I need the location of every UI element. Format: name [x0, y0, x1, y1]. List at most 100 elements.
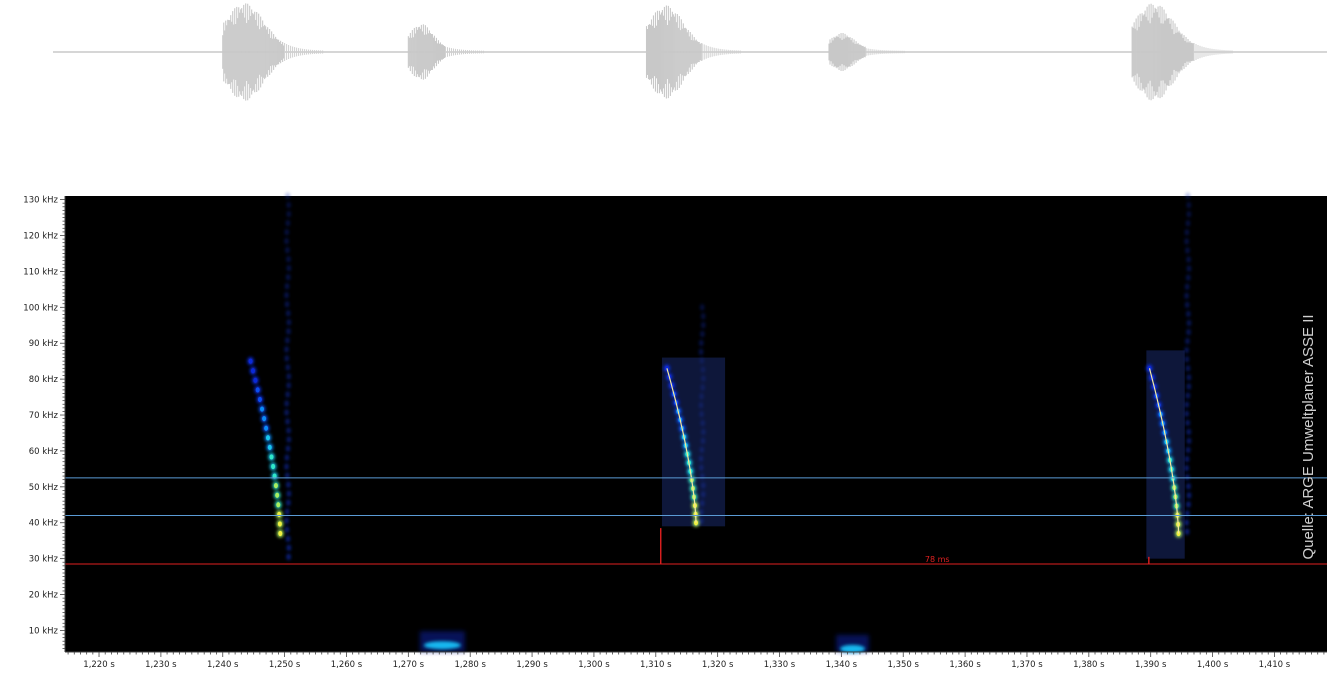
y-tick-label: 110 kHz — [23, 267, 58, 277]
echo-streak-2-dot — [699, 304, 705, 311]
echo-streak-3-dot — [1184, 238, 1189, 245]
echo-streak-3-dot — [1186, 492, 1192, 499]
echo-streak-1-dot — [284, 283, 290, 290]
echo-streak-1-dot — [284, 355, 290, 362]
echo-streak-1-dot — [284, 517, 289, 524]
echo-streak-1-dot — [286, 310, 291, 317]
call-1-pulse-core — [248, 358, 253, 364]
call-3-trace — [1148, 368, 1180, 534]
echo-streak-3-dot — [1186, 274, 1191, 281]
x-tick-label: 1,370 s — [1011, 660, 1043, 670]
x-tick-label: 1,320 s — [702, 660, 734, 670]
x-tick-label: 1,270 s — [393, 660, 425, 670]
waveform-panel — [53, 3, 1327, 101]
echo-streak-3-dot — [1185, 419, 1190, 426]
echo-streak-3-dot — [1186, 374, 1192, 381]
echo-streak-2-dot — [699, 339, 704, 347]
x-tick-label: 1,350 s — [888, 660, 920, 670]
echo-streak-3-dot — [1186, 328, 1191, 336]
call-1-pulse-core — [275, 492, 280, 498]
echo-streak-1-dot — [284, 237, 289, 245]
echo-streak-1-dot — [286, 201, 291, 209]
source-credit: Quelle: ARGE Umweltplaner ASSE II — [1300, 314, 1317, 559]
echo-streak-1-dot — [286, 264, 292, 272]
x-axis: 1,220 s 1,230 s 1,240 s 1,250 s 1,260 s 1,270… — [65, 651, 1327, 670]
echo-streak-3-dot — [1185, 192, 1191, 200]
x-tick-label: 1,260 s — [331, 660, 363, 670]
waveform-bursts — [222, 3, 1233, 101]
noise-blob-1-core — [423, 641, 461, 650]
call-1-pulse-core — [260, 406, 265, 412]
call-1-pulse-core — [273, 483, 278, 489]
x-tick-label: 1,250 s — [269, 660, 301, 670]
y-axis: 10 kHz 20 kHz 30 kHz 40 kHz 50 kHz 60 kHz 70 k… — [23, 196, 66, 652]
echo-streak-1-dot — [285, 472, 290, 479]
echo-streak-3-dot — [1184, 455, 1190, 463]
echo-streak-1-dot — [286, 553, 291, 561]
y-tick-label: 30 kHz — [29, 555, 59, 565]
echo-streak-3-dot — [1186, 437, 1192, 445]
x-tick-label: 1,280 s — [454, 660, 486, 670]
echo-streak-3-dot — [1184, 519, 1189, 526]
echo-streak-1-dot — [284, 228, 289, 236]
echo-streak-1-dot — [286, 490, 292, 497]
y-tick-label: 50 kHz — [29, 483, 59, 493]
call-1-pulse-core — [276, 502, 281, 508]
x-tick-label: 1,400 s — [1197, 660, 1229, 670]
echo-streak-3-dot — [1186, 383, 1192, 390]
x-tick-label: 1,340 s — [826, 660, 858, 670]
echo-streak-1-dot — [284, 292, 289, 299]
interval-label: 78 ms — [925, 555, 950, 564]
echo-streak-1-dot — [284, 346, 289, 353]
echo-streak-1-dot — [285, 192, 290, 200]
echo-streak-3-dot — [1184, 229, 1190, 236]
x-tick-label: 1,220 s — [83, 660, 115, 670]
call-1-pulse-core — [265, 435, 270, 441]
echo-streak-3-dot — [1184, 301, 1190, 309]
echo-streak-3-dot — [1184, 464, 1189, 472]
y-tick-label: 40 kHz — [29, 519, 59, 529]
y-tick-label: 130 kHz — [23, 196, 58, 206]
call-2-pulse-core — [694, 520, 698, 526]
echo-streak-3-dot — [1184, 401, 1189, 408]
x-tick-label: 1,380 s — [1073, 660, 1105, 670]
noise-blobs — [419, 631, 869, 653]
echo-streak-1-dot — [286, 373, 292, 380]
echo-streak-1-dot — [285, 337, 290, 344]
echo-streak-1-dot — [285, 364, 291, 371]
echo-streak-1-dot — [286, 499, 291, 506]
echo-streak-1-dot — [285, 391, 290, 398]
echo-streak-1-dot — [286, 481, 291, 488]
x-tick-label: 1,330 s — [764, 660, 796, 670]
x-tick-label: 1,290 s — [516, 660, 548, 670]
x-tick-label: 1,390 s — [1135, 660, 1167, 670]
call-2-trace — [666, 368, 697, 523]
threshold-lines — [65, 477, 1327, 565]
echo-streak-3-dot — [1184, 528, 1190, 535]
echo-streak-1-dot — [285, 219, 291, 227]
y-tick-label: 70 kHz — [29, 411, 59, 421]
echo-streak-3-dot — [1186, 201, 1192, 209]
echo-streak-2-dot — [698, 348, 704, 356]
echo-streak-1-dot — [284, 463, 289, 470]
call-1-pulse-core — [264, 425, 269, 431]
echo-streak-1-dot — [286, 427, 291, 434]
echo-streak-1-dot — [286, 328, 291, 335]
echo-streak-1-dot — [285, 246, 290, 254]
interval-measurement: 78 ms — [660, 528, 1150, 565]
echo-streak-1-dot — [286, 319, 292, 326]
echo-streak-3-dot — [1186, 319, 1192, 327]
call-1-pulse-core — [255, 387, 260, 393]
echo-streak-1-dot — [286, 544, 292, 551]
y-tick-label: 10 kHz — [29, 626, 59, 636]
y-tick-label: 90 kHz — [29, 339, 59, 349]
echo-streak-1-dot — [285, 535, 291, 542]
echo-streak-1-dot — [284, 409, 289, 416]
echo-streak-1-dot — [286, 255, 291, 263]
x-tick-label: 1,410 s — [1259, 660, 1291, 670]
echo-streak-1-dot — [284, 454, 290, 461]
y-tick-label: 100 kHz — [23, 303, 58, 313]
echo-streak-1-dot — [285, 418, 290, 425]
x-tick-label: 1,300 s — [578, 660, 610, 670]
echo-streak-3-dot — [1185, 220, 1191, 227]
